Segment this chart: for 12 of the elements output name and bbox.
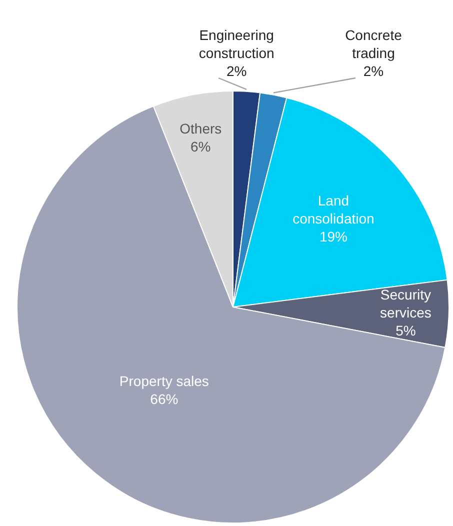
slice-label: Property sales bbox=[119, 373, 209, 390]
slice-label: Land consolidation bbox=[292, 192, 374, 226]
slice-label: Others bbox=[180, 120, 222, 136]
slice-label: Concrete trading bbox=[345, 27, 402, 61]
slice-label: Engineering construction bbox=[198, 27, 274, 61]
data-label: 2% bbox=[226, 63, 247, 79]
data-label: 6% bbox=[190, 138, 211, 154]
slice-label: Security services bbox=[380, 286, 432, 320]
data-label: 66% bbox=[150, 391, 178, 408]
data-label: 2% bbox=[363, 63, 384, 79]
data-label: 19% bbox=[319, 228, 348, 244]
data-label: 5% bbox=[396, 322, 416, 338]
